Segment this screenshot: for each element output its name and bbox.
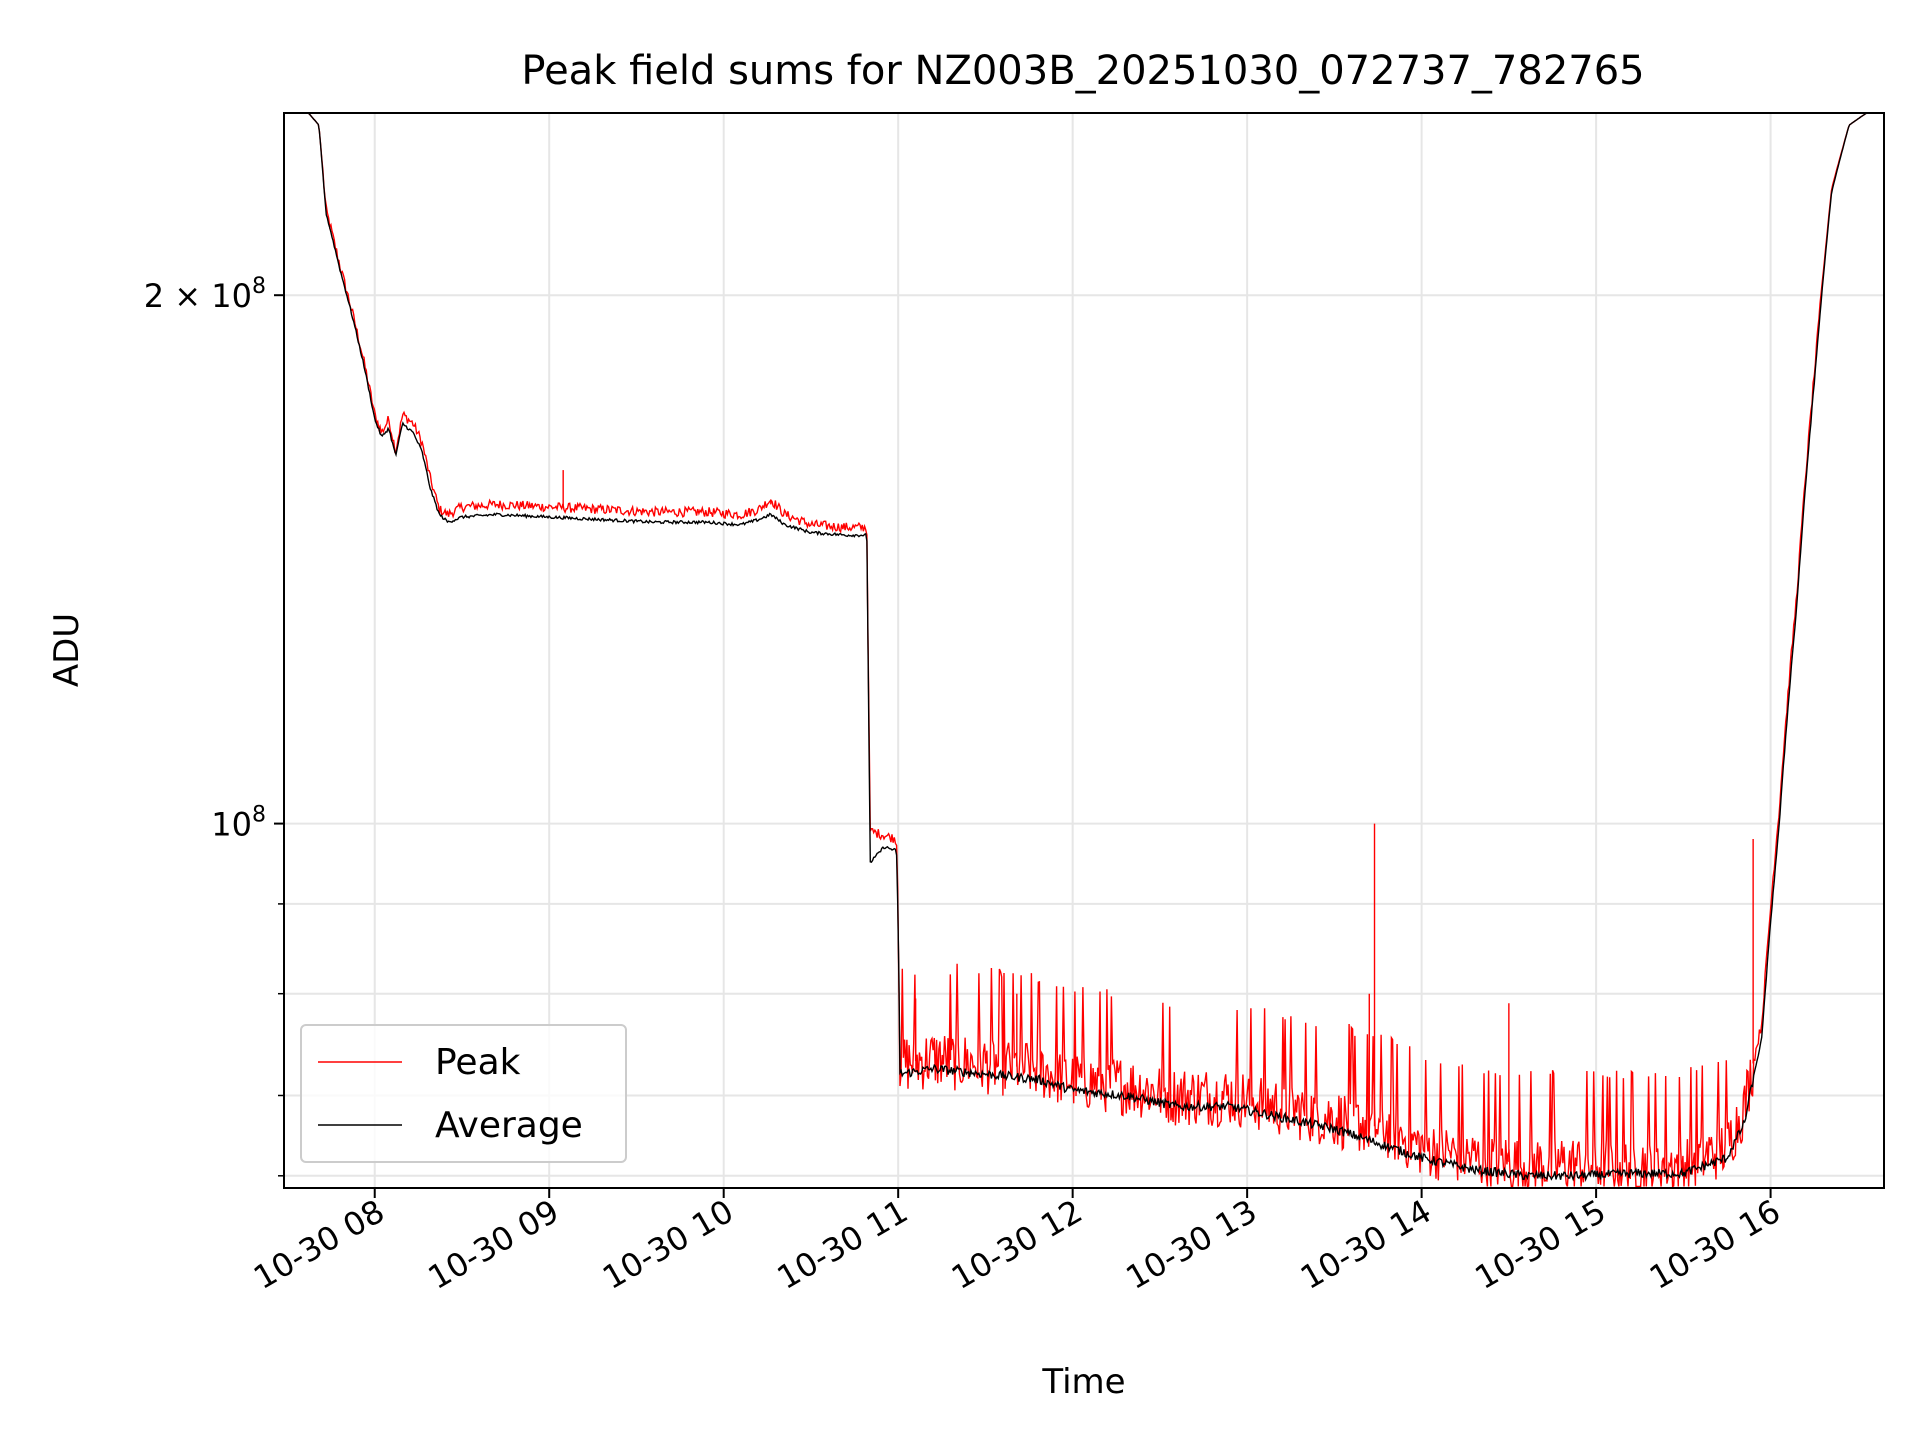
- legend-peak-label: Peak: [435, 1042, 521, 1083]
- plot-frame: [283, 112, 1885, 1189]
- y-tick-label: 108: [211, 803, 266, 844]
- x-axis-label: Time: [1041, 1362, 1125, 1402]
- series-peak-line: [284, 112, 1884, 1188]
- legend-average-label: Average: [435, 1105, 583, 1146]
- legend-box: [300, 1024, 627, 1163]
- series-average-line: [284, 112, 1884, 1183]
- series-group: [284, 112, 1884, 1188]
- chart-title: Peak field sums for NZ003B_20251030_0727…: [521, 48, 1644, 94]
- y-axis-label: ADU: [47, 613, 87, 687]
- legend: Peak Average: [300, 1024, 627, 1163]
- y-tick-label: 2 × 108: [144, 274, 266, 315]
